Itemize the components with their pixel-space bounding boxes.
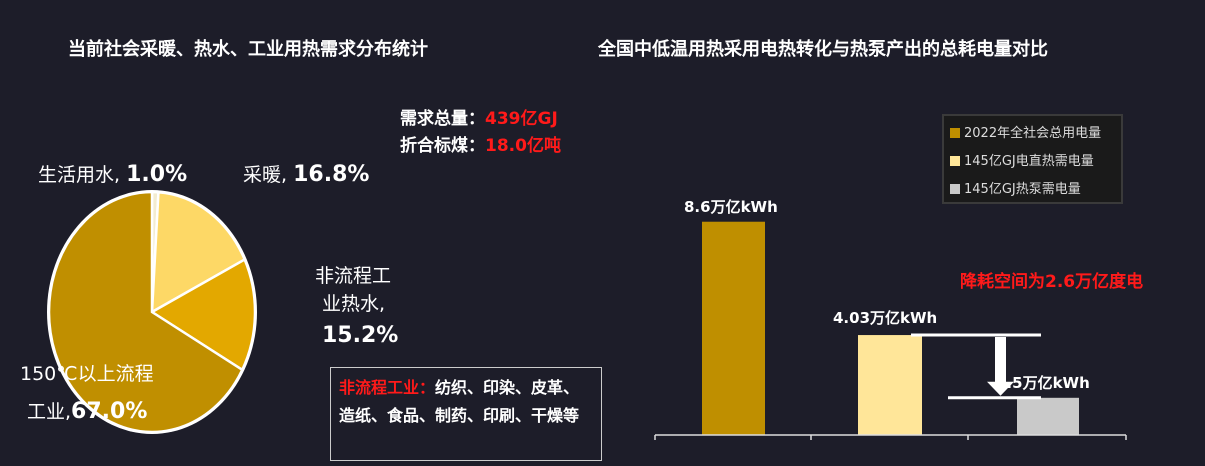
nonprocess-industry-note: 非流程工业：纺织、印染、皮革、造纸、食品、制药、印刷、干燥等 [330, 367, 602, 461]
coal-equivalent: 折合标煤：18.0亿吨 [400, 131, 561, 156]
note-label: 非流程工业： [339, 378, 436, 397]
bar-label-total: 8.6万亿kWh [684, 198, 778, 216]
bar-label-direct: 4.03万亿kWh [833, 309, 938, 327]
slice-value: 1.0% [126, 162, 188, 187]
bar-title: 全国中低温用热采用电热转化与热泵产出的总耗电量对比 [598, 39, 1048, 60]
slice-label: 150℃以上流程 [20, 363, 154, 385]
legend-swatch [950, 128, 960, 138]
pie-label-process: 150℃以上流程工业,67.0% [20, 355, 154, 432]
demand-total-label: 需求总量： [400, 109, 485, 129]
bar-1 [858, 335, 922, 435]
coal-equivalent-value: 18.0亿吨 [485, 136, 561, 156]
legend-swatch [950, 184, 960, 194]
note-text: 纺织、印染、皮革、造纸、食品、制药、印刷、干燥等 [339, 378, 580, 425]
slice-value: 16.8% [293, 162, 370, 187]
legend: 2022年全社会总用电量 145亿GJ电直热需电量 145亿GJ热泵需电量 [942, 114, 1123, 204]
pie-slice-3 [47, 190, 244, 434]
bar-0 [702, 221, 765, 435]
pie-slice-2 [149, 257, 257, 372]
savings-annotation: 降耗空间为2.6万亿度电 [960, 272, 1144, 292]
legend-swatch [950, 156, 960, 166]
slice-label: 非流程工 [315, 265, 392, 287]
pie-label-domestic-water: 生活用水, 1.0% [38, 162, 188, 187]
pie-chart [47, 190, 257, 434]
demand-total-value: 439亿GJ [485, 109, 558, 129]
bar-label-heatpump: 1.5万亿kWh [996, 374, 1090, 392]
demand-total: 需求总量：439亿GJ [400, 104, 558, 129]
pie-label-nonprocess: 非流程工业热水, 15.2% [315, 262, 398, 350]
slice-value: 67.0% [71, 399, 148, 424]
legend-item: 145亿GJ电直热需电量 [950, 148, 1115, 176]
legend-item: 145亿GJ热泵需电量 [950, 176, 1115, 204]
slice-label: 工业, [27, 401, 72, 423]
slice-value: 15.2% [322, 323, 399, 348]
legend-item: 2022年全社会总用电量 [950, 120, 1115, 148]
down-arrow-icon [987, 337, 1014, 396]
legend-label: 2022年全社会总用电量 [964, 126, 1102, 141]
slice-label: 生活用水 [38, 164, 115, 186]
legend-label: 145亿GJ热泵需电量 [964, 182, 1081, 197]
coal-equivalent-label: 折合标煤： [400, 136, 485, 156]
legend-label: 145亿GJ电直热需电量 [964, 154, 1094, 169]
pie-slice-1 [150, 190, 247, 315]
bar-2 [1017, 397, 1079, 435]
slice-label: 采暖 [243, 164, 282, 186]
slice-label: 业热水, [322, 293, 386, 315]
pie-label-heating: 采暖, 16.8% [243, 162, 370, 187]
pie-title: 当前社会采暖、热水、工业用热需求分布统计 [68, 39, 428, 60]
